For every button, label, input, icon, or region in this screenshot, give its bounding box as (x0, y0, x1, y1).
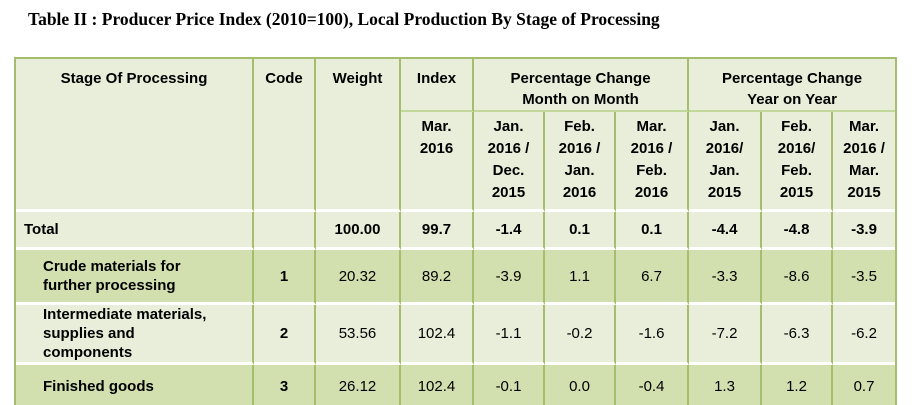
yoy-jan-cell: -7.2 (689, 305, 763, 365)
header-stage: Stage Of Processing (16, 59, 254, 212)
yoy-mar-cell: -3.5 (833, 250, 896, 305)
mom-mar-cell: 0.1 (616, 212, 690, 250)
table-header: Stage Of Processing Code Weight Index Pe… (16, 59, 896, 212)
code-cell: 3 (254, 365, 316, 405)
mom-jan-cell: -0.1 (474, 365, 545, 405)
header-row-groups: Stage Of Processing Code Weight Index Pe… (16, 59, 896, 212)
stage-cell: Intermediate materials, supplies and com… (16, 305, 254, 365)
mom-feb-cell: 1.1 (545, 250, 616, 305)
yoy-mar-cell: -3.9 (833, 212, 896, 250)
yoy-jan-cell: 1.3 (689, 365, 763, 405)
yoy-jan-cell: -3.3 (689, 250, 763, 305)
mom-feb-cell: -0.2 (545, 305, 616, 365)
code-cell: 1 (254, 250, 316, 305)
weight-cell: 26.12 (316, 365, 401, 405)
mom-feb-cell: 0.1 (545, 212, 616, 250)
yoy-feb-cell: -8.6 (762, 250, 834, 305)
yoy-mar-cell: 0.7 (833, 365, 896, 405)
mom-mar-cell: -1.6 (616, 305, 690, 365)
mom-jan-cell: -1.1 (474, 305, 545, 365)
weight-cell: 53.56 (316, 305, 401, 365)
index-cell: 102.4 (401, 365, 474, 405)
header-index-period: Mar. 2016 (401, 112, 474, 212)
stage-cell: Finished goods (16, 365, 254, 405)
yoy-jan-cell: -4.4 (689, 212, 763, 250)
header-mom-period-mar: Mar. 2016 / Feb. 2016 (616, 112, 690, 212)
mom-jan-cell: -1.4 (474, 212, 545, 250)
header-mom-period-feb: Feb. 2016 / Jan. 2016 (545, 112, 616, 212)
header-yoy-period-feb: Feb. 2016/ Feb. 2015 (762, 112, 834, 212)
weight-cell: 100.00 (316, 212, 401, 250)
index-cell: 102.4 (401, 305, 474, 365)
mom-jan-cell: -3.9 (474, 250, 545, 305)
header-mom-period-jan: Jan. 2016 / Dec. 2015 (474, 112, 545, 212)
code-cell: 2 (254, 305, 316, 365)
header-row-periods: Mar. 2016 Jan. 2016 / Dec. 2015 Feb. 201… (16, 112, 896, 212)
header-yoy-period-jan: Jan. 2016/ Jan. 2015 (689, 112, 763, 212)
ppi-table: Stage Of Processing Code Weight Index Pe… (14, 57, 898, 405)
table-row-total: Total 100.00 99.7 -1.4 0.1 0.1 -4.4 -4.8… (16, 212, 896, 250)
code-cell (254, 212, 316, 250)
table-row-crude-materials: Crude materials for further processing 1… (16, 250, 896, 305)
mom-mar-cell: -0.4 (616, 365, 690, 405)
header-code: Code (254, 59, 316, 212)
index-cell: 89.2 (401, 250, 474, 305)
table-row-finished-goods: Finished goods 3 26.12 102.4 -0.1 0.0 -0… (16, 365, 896, 405)
mom-feb-cell: 0.0 (545, 365, 616, 405)
yoy-feb-cell: -6.3 (762, 305, 834, 365)
yoy-feb-cell: -4.8 (762, 212, 834, 250)
header-index: Index (401, 59, 474, 112)
header-weight: Weight (316, 59, 401, 212)
stage-cell: Crude materials for further processing (16, 250, 254, 305)
header-yoy-period-mar: Mar. 2016 / Mar. 2015 (833, 112, 896, 212)
yoy-feb-cell: 1.2 (762, 365, 834, 405)
table-row-intermediate-materials: Intermediate materials, supplies and com… (16, 305, 896, 365)
header-yoy-group: Percentage Change Year on Year (689, 59, 896, 112)
page-title: Table II : Producer Price Index (2010=10… (28, 9, 660, 29)
mom-mar-cell: 6.7 (616, 250, 690, 305)
index-cell: 99.7 (401, 212, 474, 250)
yoy-mar-cell: -6.2 (833, 305, 896, 365)
stage-cell: Total (16, 212, 254, 250)
header-mom-group: Percentage Change Month on Month (474, 59, 690, 112)
table-body: Total 100.00 99.7 -1.4 0.1 0.1 -4.4 -4.8… (16, 212, 896, 405)
weight-cell: 20.32 (316, 250, 401, 305)
